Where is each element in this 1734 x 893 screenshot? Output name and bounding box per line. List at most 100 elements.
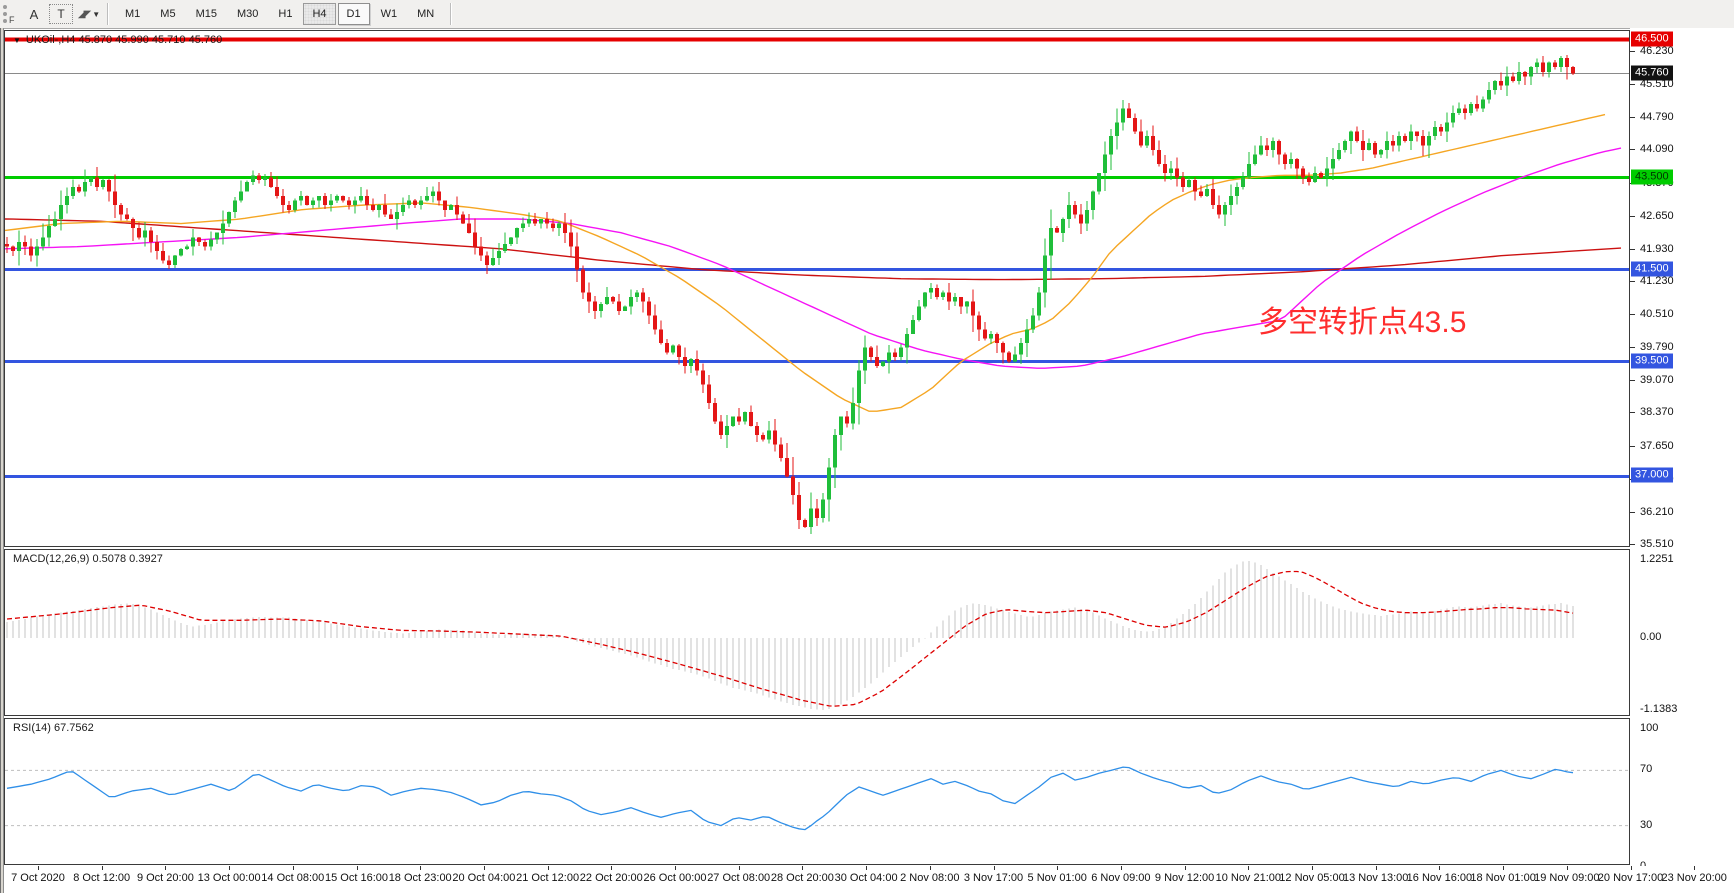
shapes-icon: ◢◤ xyxy=(77,8,91,20)
price-tick-label: 41.930 xyxy=(1640,242,1674,255)
time-tick xyxy=(1375,866,1377,870)
time-tick xyxy=(1120,866,1122,870)
time-axis-label: 30 Oct 04:00 xyxy=(834,872,898,884)
price-tick xyxy=(1630,380,1635,382)
rsi-indicator-label: RSI(14) 67.7562 xyxy=(13,722,94,734)
time-tick xyxy=(1184,866,1186,870)
price-tick xyxy=(1630,51,1635,53)
price-tick xyxy=(1630,215,1635,217)
time-axis-label: 22 Oct 20:00 xyxy=(579,872,643,884)
price-tick-label: 41.230 xyxy=(1640,274,1674,287)
timeframe-button-m15[interactable]: M15 xyxy=(195,8,217,20)
time-axis-label: 13 Nov 13:00 xyxy=(1342,872,1409,884)
price-tick xyxy=(1630,445,1635,447)
time-tick xyxy=(929,866,931,870)
time-axis-label: 14 Oct 08:00 xyxy=(261,872,325,884)
price-tick xyxy=(1630,149,1635,151)
toolbar-separator xyxy=(450,3,453,25)
time-axis-label: 26 Oct 00:00 xyxy=(643,872,707,884)
price-tick xyxy=(1630,347,1635,349)
time-axis-label: 18 Oct 23:00 xyxy=(388,872,452,884)
macd-tick-label: 0.00 xyxy=(1640,631,1662,643)
rsi-tick-label: 70 xyxy=(1640,763,1653,776)
timeframe-button-m1[interactable]: M1 xyxy=(125,8,141,20)
price-tick-label: 39.790 xyxy=(1640,341,1674,354)
time-axis-label: 7 Oct 2020 xyxy=(11,872,65,884)
time-tick xyxy=(802,866,804,870)
time-tick xyxy=(420,866,422,870)
timeframe-button-w1[interactable]: W1 xyxy=(380,8,398,20)
timeframe-button-m30[interactable]: M30 xyxy=(236,8,259,20)
time-tick xyxy=(1439,866,1441,870)
time-tick xyxy=(165,866,167,870)
rsi-tick-label: 100 xyxy=(1640,722,1659,734)
time-tick xyxy=(993,866,995,870)
symbol-dropdown-icon[interactable]: ▼ xyxy=(13,36,21,45)
chevron-down-icon[interactable]: ▼ xyxy=(92,9,100,19)
price-axis: 46.23045.51044.79044.09043.37042.65041.9… xyxy=(1630,28,1734,872)
price-tick-label: 39.070 xyxy=(1640,374,1674,387)
time-tick xyxy=(483,866,485,870)
time-axis-label: 13 Oct 00:00 xyxy=(197,872,261,884)
time-tick xyxy=(547,866,549,870)
timeframe-button-m5[interactable]: M5 xyxy=(160,8,176,20)
timeframe-button-h4[interactable]: H4 xyxy=(303,3,336,25)
time-axis-label: 3 Nov 17:00 xyxy=(963,872,1024,884)
price-level-label: 37.000 xyxy=(1631,467,1673,483)
price-tick-label: 44.790 xyxy=(1640,111,1674,124)
time-tick xyxy=(1566,866,1568,870)
price-level-label: 39.500 xyxy=(1631,353,1673,368)
text-box-tool-button[interactable]: T xyxy=(49,4,73,24)
price-tick-label: 40.510 xyxy=(1640,308,1674,321)
time-axis-label: 9 Oct 20:00 xyxy=(136,872,194,884)
price-tick-label: 37.650 xyxy=(1640,439,1674,452)
price-tick-label: 44.090 xyxy=(1640,143,1674,156)
time-axis-label: 20 Nov 17:00 xyxy=(1597,872,1664,884)
price-level-label: 45.760 xyxy=(1631,65,1673,81)
toolbar-drag-handle-icon[interactable]: F xyxy=(3,5,21,25)
price-tick-label: 46.230 xyxy=(1640,45,1674,58)
macd-tick-label: -1.1383 xyxy=(1640,703,1678,716)
window-left-frame xyxy=(0,28,4,893)
time-tick xyxy=(1503,866,1505,870)
text-label-tool-button[interactable]: A xyxy=(29,6,39,22)
price-tick-label: 42.650 xyxy=(1640,209,1674,222)
price-tick xyxy=(1630,248,1635,250)
symbol-ohlc-title: ▼ UKOil-,H4 45.870 45.990 45.710 45.760 xyxy=(13,34,223,46)
time-axis-label: 21 Oct 12:00 xyxy=(516,872,580,884)
macd-tick-label: 1.2251 xyxy=(1640,553,1674,566)
time-axis-label: 2 Nov 08:00 xyxy=(900,872,960,884)
macd-indicator-panel[interactable]: MACD(12,26,9) 0.5078 0.3927 xyxy=(4,549,1630,716)
timeframe-button-d1[interactable]: D1 xyxy=(337,3,370,25)
candlestick-chart[interactable] xyxy=(5,31,1629,546)
time-axis-label: 15 Oct 16:00 xyxy=(325,872,388,884)
timeframe-button-h1[interactable]: H1 xyxy=(278,8,293,20)
rsi-tick-label: 30 xyxy=(1640,818,1653,831)
time-tick xyxy=(675,866,676,870)
time-tick xyxy=(292,866,294,870)
timeframe-button-group: M1 M5 M15 M30 H1 H4 D1 W1 MN xyxy=(115,0,444,28)
time-tick xyxy=(611,866,613,870)
time-tick xyxy=(1694,866,1696,870)
toolbar: F A T ◢◤ ▼ M1 M5 M15 M30 H1 H4 D1 W1 MN xyxy=(0,0,1734,29)
price-tick xyxy=(1630,84,1635,86)
price-level-label: 46.500 xyxy=(1631,31,1673,47)
shapes-tool-button[interactable]: ◢◤ ▼ xyxy=(77,3,100,25)
price-chart-panel[interactable]: ▼ UKOil-,H4 45.870 45.990 45.710 45.760 多… xyxy=(4,30,1630,547)
macd-chart[interactable] xyxy=(5,550,1629,715)
price-level-label: 43.500 xyxy=(1631,169,1673,185)
rsi-chart[interactable] xyxy=(5,719,1629,864)
time-axis-label: 16 Nov 16:00 xyxy=(1406,872,1473,884)
time-axis-label: 10 Nov 21:00 xyxy=(1215,872,1282,884)
price-tick xyxy=(1630,544,1635,545)
time-axis-label: 19 Nov 09:00 xyxy=(1534,872,1600,884)
time-axis-label: 23 Nov 20:00 xyxy=(1661,872,1727,884)
price-tick xyxy=(1630,511,1635,513)
timeframe-button-mn[interactable]: MN xyxy=(417,8,435,20)
time-axis-label: 28 Oct 20:00 xyxy=(770,872,834,884)
time-tick xyxy=(356,866,358,870)
time-tick xyxy=(1630,866,1632,870)
price-tick xyxy=(1630,314,1635,316)
time-axis-label: 20 Oct 04:00 xyxy=(452,872,516,884)
rsi-indicator-panel[interactable]: RSI(14) 67.7562 xyxy=(4,718,1630,865)
